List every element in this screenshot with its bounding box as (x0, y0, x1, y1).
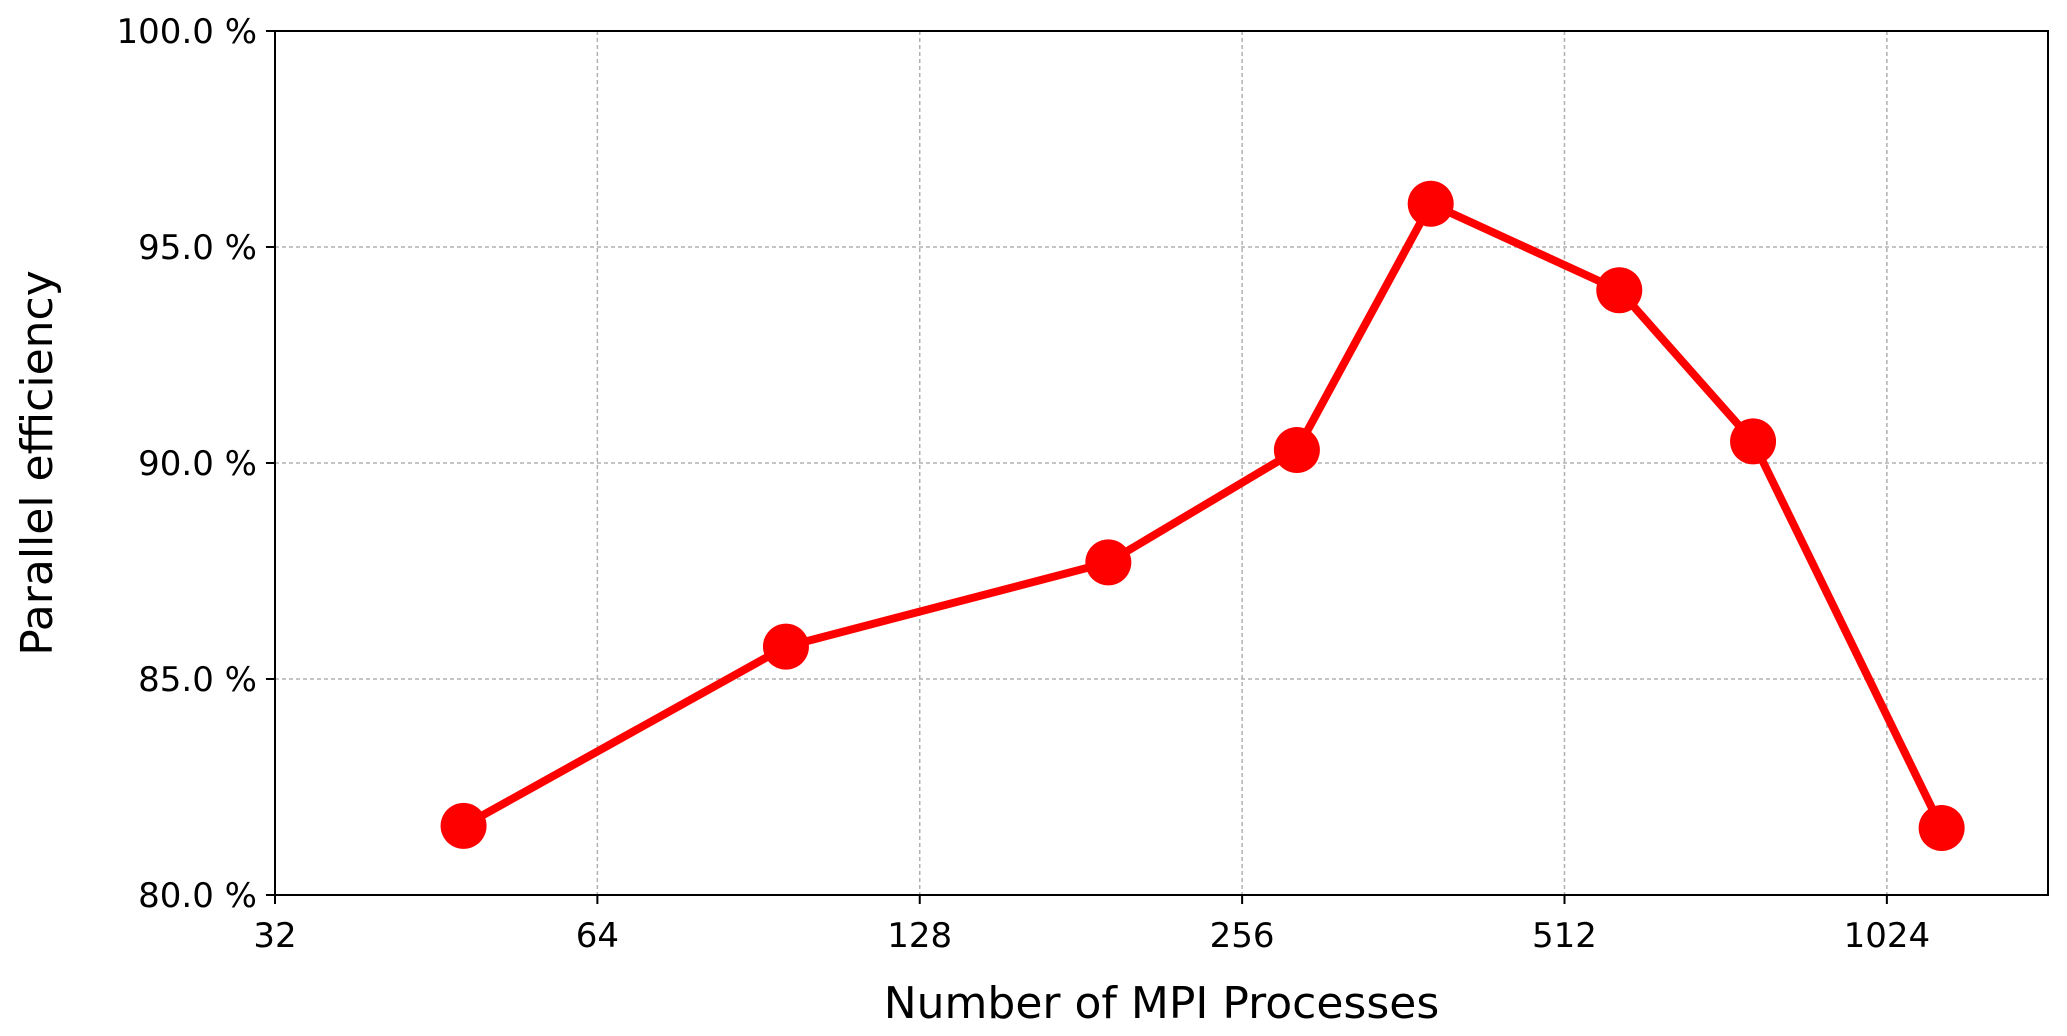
y-tick-label: 85.0 % (138, 660, 257, 700)
axes (266, 30, 2049, 904)
y-tick-label: 80.0 % (138, 876, 257, 916)
grid (275, 31, 2048, 895)
y-tick-label: 95.0 % (138, 228, 257, 268)
data-point (1730, 418, 1777, 465)
x-tick-label: 512 (1532, 916, 1597, 956)
plot-frame (274, 30, 2049, 896)
data-point (1407, 180, 1454, 227)
data-point (1085, 539, 1132, 586)
y-tick-label: 100.0 % (117, 12, 257, 52)
x-tick-label: 32 (253, 916, 296, 956)
x-axis-label: Number of MPI Processes (884, 978, 1440, 1029)
x-tick-label: 64 (576, 916, 619, 956)
data-point (1918, 805, 1965, 852)
x-tick-label: 256 (1210, 916, 1275, 956)
y-axis-label: Parallel efficiency (12, 270, 63, 656)
x-tick-label: 128 (887, 916, 952, 956)
series-layer (440, 180, 1965, 852)
series-line (461, 199, 1946, 830)
data-point (1596, 267, 1643, 314)
data-point (440, 802, 487, 849)
x-tick-label: 1024 (1844, 916, 1931, 956)
data-point (1273, 427, 1320, 474)
tick-labels: 32 64 128 256 512 1024 80.0 % 85.0 % 90.0 % 95.0 … (117, 12, 1931, 956)
data-point (762, 623, 809, 670)
y-tick-label: 90.0 % (138, 444, 257, 484)
